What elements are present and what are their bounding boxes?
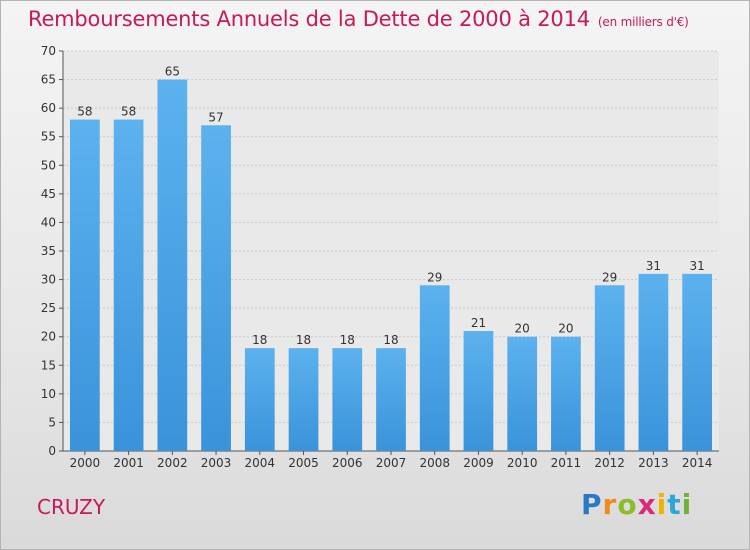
- y-tick-label: 65: [41, 73, 56, 87]
- y-tick-label: 25: [41, 301, 56, 315]
- chart-title: Remboursements Annuels de la Dette de 20…: [28, 7, 689, 31]
- y-tick-label: 15: [41, 358, 56, 372]
- y-tick-label: 60: [41, 101, 56, 115]
- y-tick-label: 45: [41, 187, 56, 201]
- x-tick-label: 2004: [245, 456, 276, 470]
- bar-value-label: 31: [646, 259, 661, 273]
- logo-letter: P: [581, 488, 603, 521]
- x-tick-label: 2002: [157, 456, 188, 470]
- bar-value-label: 18: [296, 333, 311, 347]
- x-tick-label: 2009: [463, 456, 494, 470]
- x-tick-label: 2000: [70, 456, 101, 470]
- bar: [376, 348, 406, 451]
- logo-letter: i: [656, 488, 668, 521]
- bar: [113, 119, 144, 452]
- bar: [638, 273, 669, 451]
- town-name: CRUZY: [37, 495, 106, 519]
- bar-value-label: 20: [515, 322, 530, 336]
- y-tick-label: 0: [48, 444, 56, 458]
- bar-value-label: 18: [383, 333, 398, 347]
- bar-value-label: 58: [77, 105, 92, 119]
- y-tick-label: 10: [41, 387, 56, 401]
- bar: [594, 285, 625, 451]
- logo-letter: t: [667, 488, 682, 521]
- bar: [507, 336, 538, 451]
- bar-value-label: 65: [165, 65, 180, 79]
- y-tick-label: 30: [41, 273, 56, 287]
- proxiti-logo: Proxiti: [581, 488, 692, 521]
- y-tick-label: 70: [41, 44, 56, 58]
- bar-value-label: 18: [252, 333, 267, 347]
- logo-letter: o: [617, 488, 638, 521]
- chart-unit: (en milliers d'€): [597, 15, 689, 29]
- bar-value-label: 18: [340, 333, 355, 347]
- logo-letter: r: [602, 488, 618, 521]
- x-tick-label: 2008: [419, 456, 450, 470]
- logo-letter: x: [637, 488, 657, 521]
- bar: [682, 273, 713, 451]
- y-tick-label: 5: [48, 415, 56, 429]
- bar: [69, 119, 100, 452]
- bar: [419, 285, 450, 451]
- x-tick-label: 2006: [332, 456, 363, 470]
- bar: [157, 79, 188, 452]
- bar-value-label: 29: [427, 270, 442, 284]
- x-tick-label: 2007: [376, 456, 407, 470]
- bar-value-label: 58: [121, 105, 136, 119]
- x-tick-label: 2005: [288, 456, 319, 470]
- bar-value-label: 31: [689, 259, 704, 273]
- chart-title-text: Remboursements Annuels de la Dette de 20…: [28, 7, 590, 31]
- logo-letter: i: [681, 488, 693, 521]
- bar: [332, 348, 363, 451]
- x-tick-label: 2010: [507, 456, 538, 470]
- x-tick-label: 2001: [113, 456, 144, 470]
- y-tick-label: 35: [41, 244, 56, 258]
- bar: [201, 125, 231, 452]
- y-tick-label: 40: [41, 215, 56, 229]
- y-tick-label: 50: [41, 158, 56, 172]
- x-tick-label: 2011: [551, 456, 582, 470]
- bar-value-label: 57: [208, 110, 223, 124]
- bar-value-label: 29: [602, 270, 617, 284]
- bar: [288, 348, 319, 451]
- bar: [463, 331, 494, 451]
- y-tick-label: 55: [41, 130, 56, 144]
- bar-value-label: 20: [558, 322, 573, 336]
- x-tick-label: 2003: [201, 456, 232, 470]
- bar: [244, 348, 275, 451]
- bar: [551, 336, 581, 451]
- x-tick-label: 2014: [682, 456, 713, 470]
- y-tick-label: 20: [41, 330, 56, 344]
- x-tick-label: 2012: [594, 456, 625, 470]
- bar-value-label: 21: [471, 316, 486, 330]
- x-tick-label: 2013: [638, 456, 669, 470]
